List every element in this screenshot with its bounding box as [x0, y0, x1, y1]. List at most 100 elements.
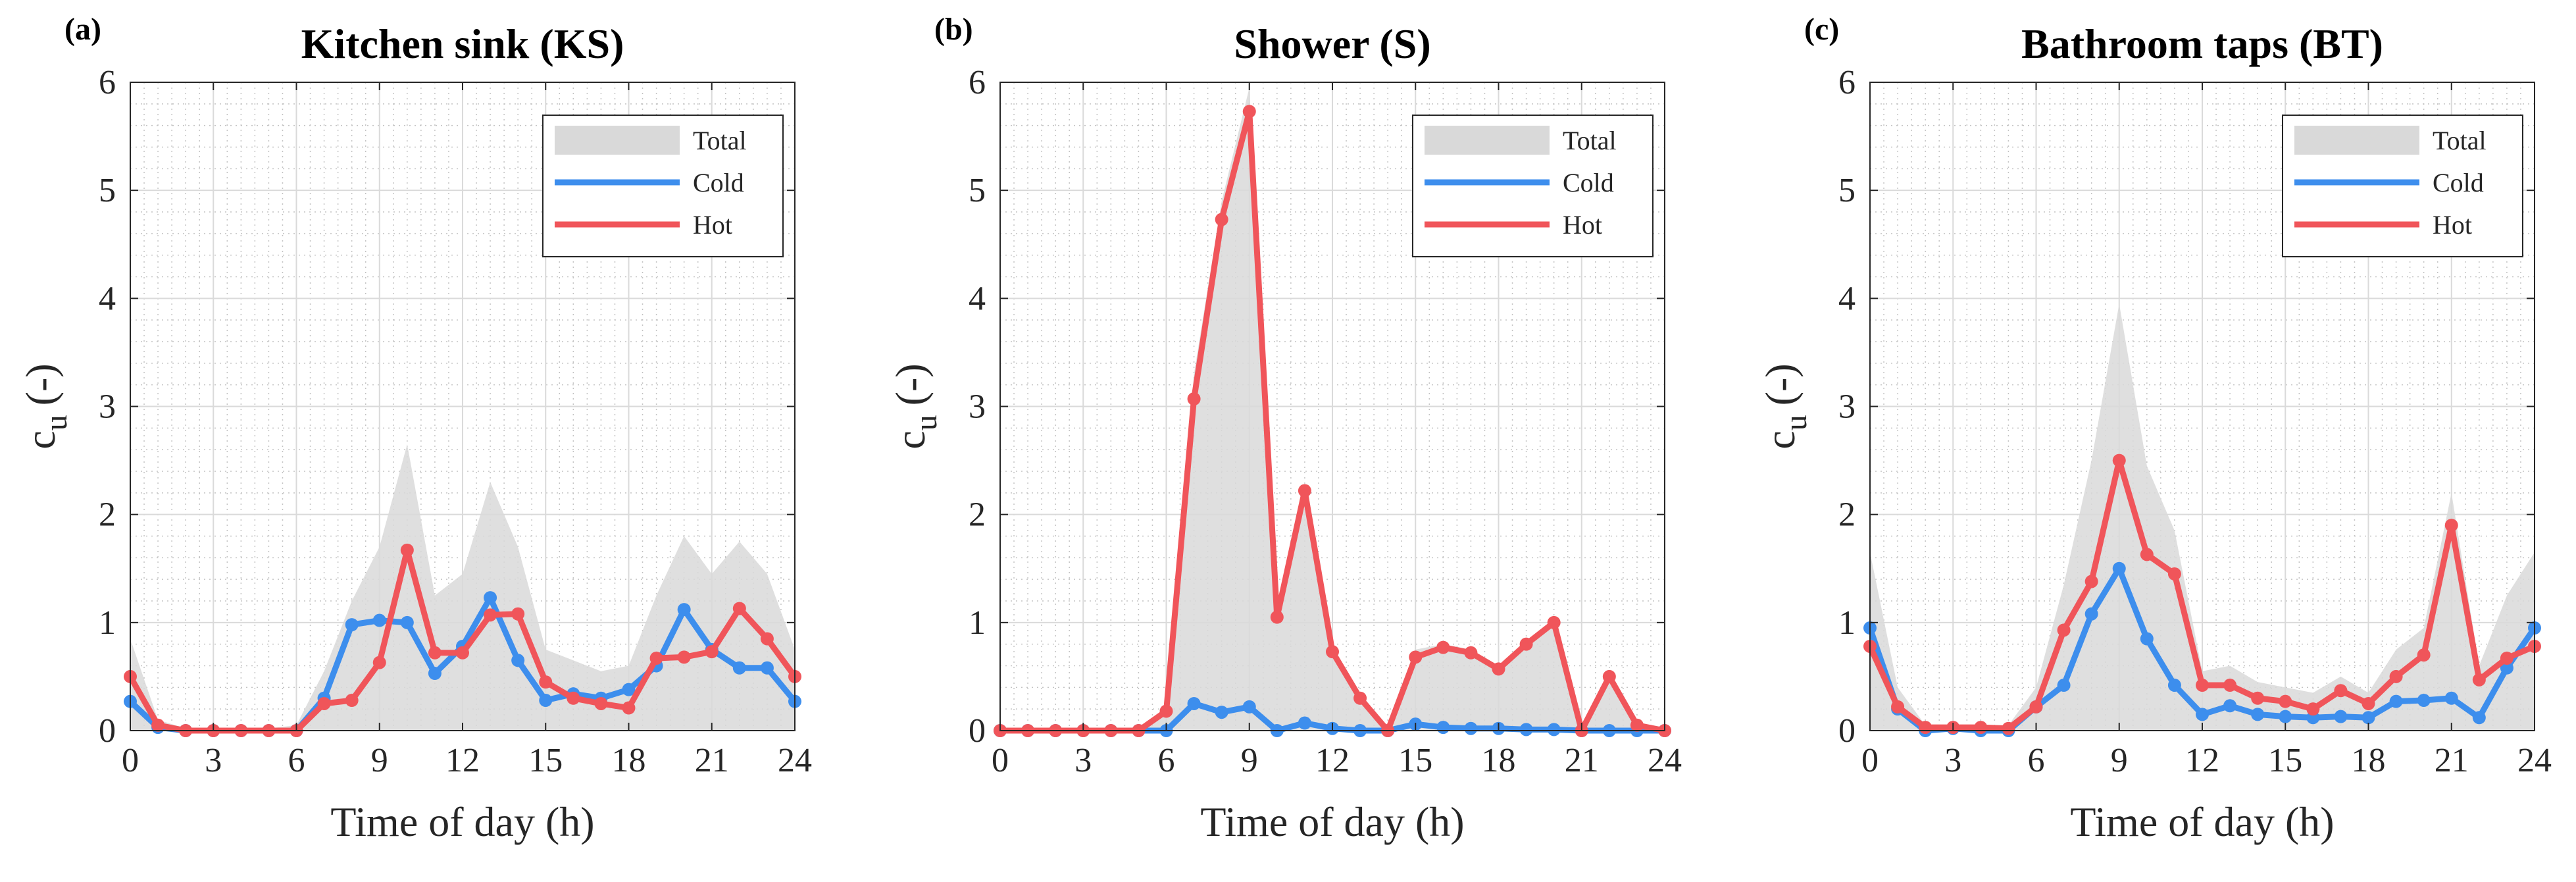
legend-label-cold: Cold	[2433, 168, 2484, 197]
panel-label: (b)	[934, 12, 973, 47]
y-tick-label: 1	[1838, 604, 1856, 642]
x-tick-label: 6	[1158, 742, 1175, 779]
data-point-cold	[2084, 607, 2098, 621]
data-point-hot	[2029, 700, 2043, 713]
y-tick-label: 3	[969, 388, 986, 426]
legend-label-cold: Cold	[693, 168, 744, 197]
data-point-hot	[1242, 105, 1256, 118]
data-point-cold	[1464, 721, 1478, 735]
data-point-hot	[2389, 669, 2403, 683]
y-tick-label: 2	[99, 496, 116, 534]
data-point-hot	[400, 543, 414, 557]
data-point-cold	[511, 654, 525, 667]
data-point-cold	[2057, 679, 2071, 692]
x-tick-label: 24	[778, 742, 812, 779]
data-point-cold	[484, 591, 497, 605]
x-tick-label: 24	[2517, 742, 2552, 779]
y-axis-label: cu (-)	[1757, 363, 1813, 449]
data-point-hot	[2361, 696, 2375, 710]
data-point-cold	[2444, 691, 2458, 705]
x-tick-label: 12	[2185, 742, 2219, 779]
data-point-hot	[2334, 684, 2348, 698]
y-axis-label: cu (-)	[887, 363, 944, 449]
data-point-hot	[1436, 640, 1450, 654]
series-area-total	[1870, 303, 2535, 731]
x-tick-label: 12	[445, 742, 480, 779]
x-tick-label: 0	[122, 742, 139, 779]
x-tick-label: 9	[2111, 742, 2128, 779]
data-point-cold	[400, 615, 414, 629]
data-point-cold	[345, 618, 359, 632]
x-tick-label: 21	[2435, 742, 2469, 779]
data-point-hot	[2112, 454, 2126, 467]
data-point-hot	[1298, 484, 1311, 498]
data-point-cold	[2361, 711, 2375, 725]
data-point-cold	[428, 666, 442, 680]
y-axis-label-unit: (-)	[1757, 363, 1804, 405]
y-tick-label: 6	[99, 64, 116, 101]
data-point-hot	[760, 632, 774, 646]
data-point-hot	[2167, 567, 2181, 581]
data-point-hot	[151, 718, 165, 732]
y-axis-label-sub: u	[909, 415, 944, 430]
data-point-cold	[2417, 694, 2431, 708]
y-tick-label: 2	[1838, 496, 1856, 534]
x-tick-label: 18	[1482, 742, 1516, 779]
y-axis-label: cu (-)	[17, 363, 74, 449]
data-point-hot	[1492, 662, 1505, 676]
legend-label-total: Total	[2433, 126, 2487, 155]
chart-title: Kitchen sink (KS)	[301, 20, 624, 67]
y-tick-label: 0	[969, 712, 986, 750]
y-tick-label: 3	[1838, 388, 1856, 426]
data-point-cold	[2279, 710, 2292, 723]
data-point-cold	[1298, 716, 1311, 730]
y-tick-label: 4	[99, 280, 116, 317]
data-point-hot	[1630, 718, 1644, 732]
data-point-hot	[2251, 691, 2265, 705]
data-point-cold	[2223, 699, 2237, 713]
x-tick-label: 3	[1074, 742, 1092, 779]
x-tick-label: 21	[1565, 742, 1599, 779]
data-point-hot	[456, 646, 469, 660]
data-point-cold	[2334, 710, 2348, 723]
legend-swatch-total	[2294, 126, 2419, 155]
x-tick-label: 24	[1648, 742, 1682, 779]
y-axis-label-unit: (-)	[17, 363, 64, 405]
y-tick-label: 5	[969, 172, 986, 209]
x-tick-label: 3	[205, 742, 222, 779]
x-tick-label: 15	[2268, 742, 2302, 779]
y-tick-label: 0	[1838, 712, 1856, 750]
x-tick-label: 9	[1241, 742, 1258, 779]
chart-title: Shower (S)	[1234, 20, 1430, 67]
data-point-hot	[1891, 700, 1905, 713]
data-point-cold	[2251, 708, 2265, 721]
series-area-total	[130, 444, 795, 731]
data-point-hot	[484, 608, 497, 622]
data-point-cold	[2500, 661, 2513, 675]
y-tick-label: 4	[1838, 280, 1856, 317]
data-point-hot	[2057, 623, 2071, 637]
data-point-cold	[539, 694, 553, 708]
x-tick-label: 15	[1398, 742, 1432, 779]
y-tick-label: 2	[969, 496, 986, 534]
data-point-hot	[622, 701, 636, 715]
legend-label-total: Total	[693, 126, 747, 155]
legend-label-cold: Cold	[1563, 168, 1614, 197]
data-point-cold	[2196, 708, 2209, 721]
y-tick-label: 1	[99, 604, 116, 642]
data-point-cold	[622, 683, 636, 696]
data-point-hot	[1974, 721, 1988, 735]
chart-title: Bathroom taps (BT)	[2021, 20, 2383, 67]
x-tick-label: 6	[288, 742, 305, 779]
legend-label-hot: Hot	[1563, 210, 1602, 240]
legend-label-hot: Hot	[2433, 210, 2472, 240]
legend: Total Cold Hot	[1412, 115, 1654, 257]
data-point-hot	[539, 675, 553, 689]
data-point-cold	[760, 661, 774, 675]
data-point-hot	[1270, 610, 1284, 624]
data-point-hot	[2002, 721, 2015, 735]
y-tick-label: 1	[969, 604, 986, 642]
data-point-cold	[732, 661, 746, 675]
